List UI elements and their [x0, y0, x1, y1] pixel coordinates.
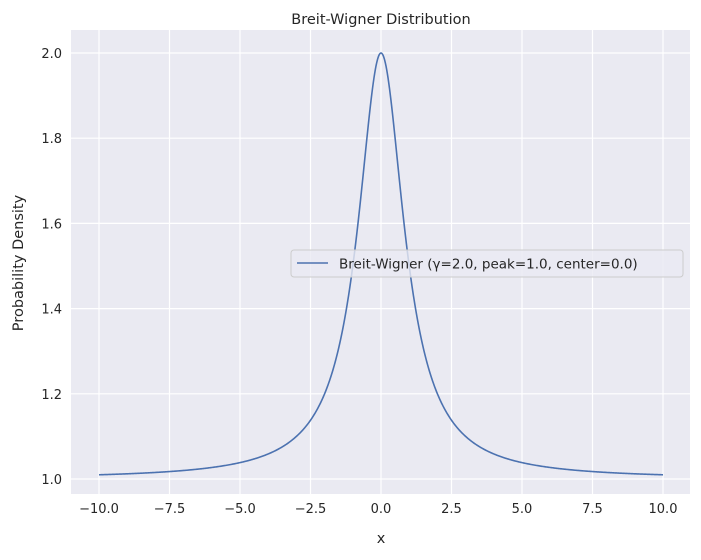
- y-tick-label: 1.2: [41, 388, 62, 403]
- y-tick-label: 1.0: [41, 473, 62, 488]
- legend-box: [290, 249, 684, 278]
- y-axis-label: Probability Density: [11, 194, 27, 331]
- x-tick-label: 0.0: [371, 502, 392, 517]
- x-axis-label: x: [377, 531, 386, 547]
- y-tick-label: 1.4: [41, 303, 62, 318]
- series-line: [98, 52, 664, 476]
- x-tick-label: 2.5: [441, 502, 462, 517]
- x-tick-label: 7.5: [582, 502, 603, 517]
- y-tick-label: 1.6: [41, 217, 62, 232]
- x-tick-label: 10.0: [649, 502, 678, 517]
- legend-label: Breit-Wigner (γ=2.0, peak=1.0, center=0.…: [339, 257, 638, 273]
- legend: Breit-Wigner (γ=2.0, peak=1.0, center=0.…: [290, 249, 684, 278]
- x-tick-label: −2.5: [295, 502, 327, 517]
- y-tick-label: 2.0: [41, 47, 62, 62]
- x-tick-label: 5.0: [512, 502, 533, 517]
- x-tick-label: −7.5: [154, 502, 186, 517]
- chart-title: Breit-Wigner Distribution: [291, 12, 470, 28]
- y-tick-label: 1.8: [41, 132, 62, 147]
- x-tick-label: −10.0: [79, 502, 119, 517]
- x-tick-label: −5.0: [224, 502, 256, 517]
